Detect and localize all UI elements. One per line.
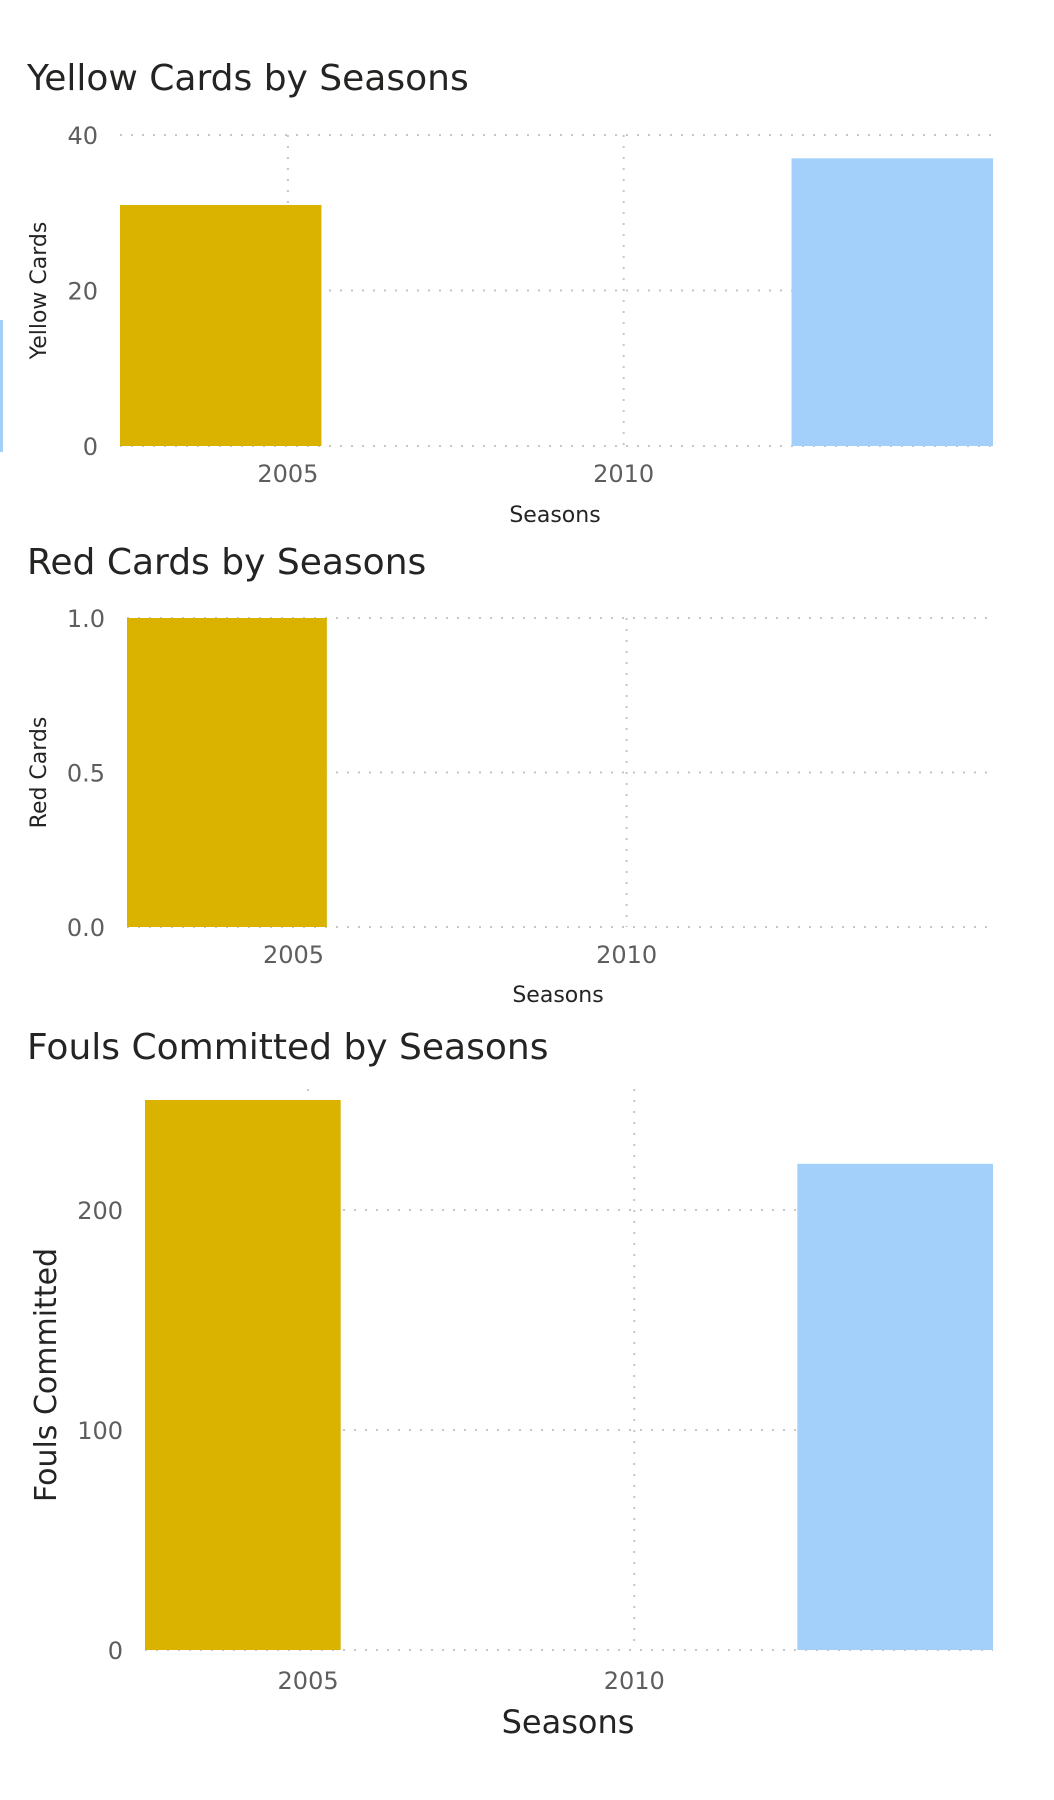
y-tick-label: 0 [83,433,98,461]
chart-title-yellow-cards: Yellow Cards by Seasons [27,58,469,99]
red-cards-chart[interactable]: 0.0 0.5 1.0 2005 2010 Seasons Red Cards [0,605,1054,1025]
bar[interactable] [127,618,327,927]
y-tick-label: 40 [67,122,98,150]
x-tick-label: 2005 [278,1667,339,1695]
y-tick-label: 20 [67,278,98,306]
yellow-cards-chart[interactable]: 0 20 40 2005 2010 Seasons Yellow Cards [0,120,1054,540]
y-axis-title: Fouls Committed [29,1248,64,1502]
bar[interactable] [145,1100,341,1650]
chart-title-red-cards: Red Cards by Seasons [27,542,427,583]
x-tick-label: 2005 [263,941,324,969]
y-tick-label: 0.5 [67,760,105,788]
chart-title-fouls-committed: Fouls Committed by Seasons [27,1027,549,1068]
y-tick-label: 200 [77,1197,123,1225]
left-accent-bar [0,320,3,452]
y-tick-label: 0 [108,1637,123,1665]
y-axis-title: Red Cards [27,717,52,829]
x-axis-title: Seasons [509,503,600,528]
x-axis-title: Seasons [512,983,603,1008]
y-tick-label: 100 [77,1417,123,1445]
y-axis-title: Yellow Cards [27,222,52,361]
x-tick-label: 2010 [596,941,657,969]
bar[interactable] [797,1163,993,1650]
bar[interactable] [120,204,322,446]
y-tick-label: 1.0 [67,605,105,633]
x-axis-title: Seasons [502,1703,635,1741]
x-tick-label: 2005 [257,460,318,488]
y-tick-label: 0.0 [67,914,105,942]
bar[interactable] [791,158,993,446]
fouls-committed-chart[interactable]: 0 100 200 2005 2010 Seasons Fouls Committed [0,1089,1054,1765]
x-tick-label: 2010 [604,1667,665,1695]
x-tick-label: 2010 [593,460,654,488]
